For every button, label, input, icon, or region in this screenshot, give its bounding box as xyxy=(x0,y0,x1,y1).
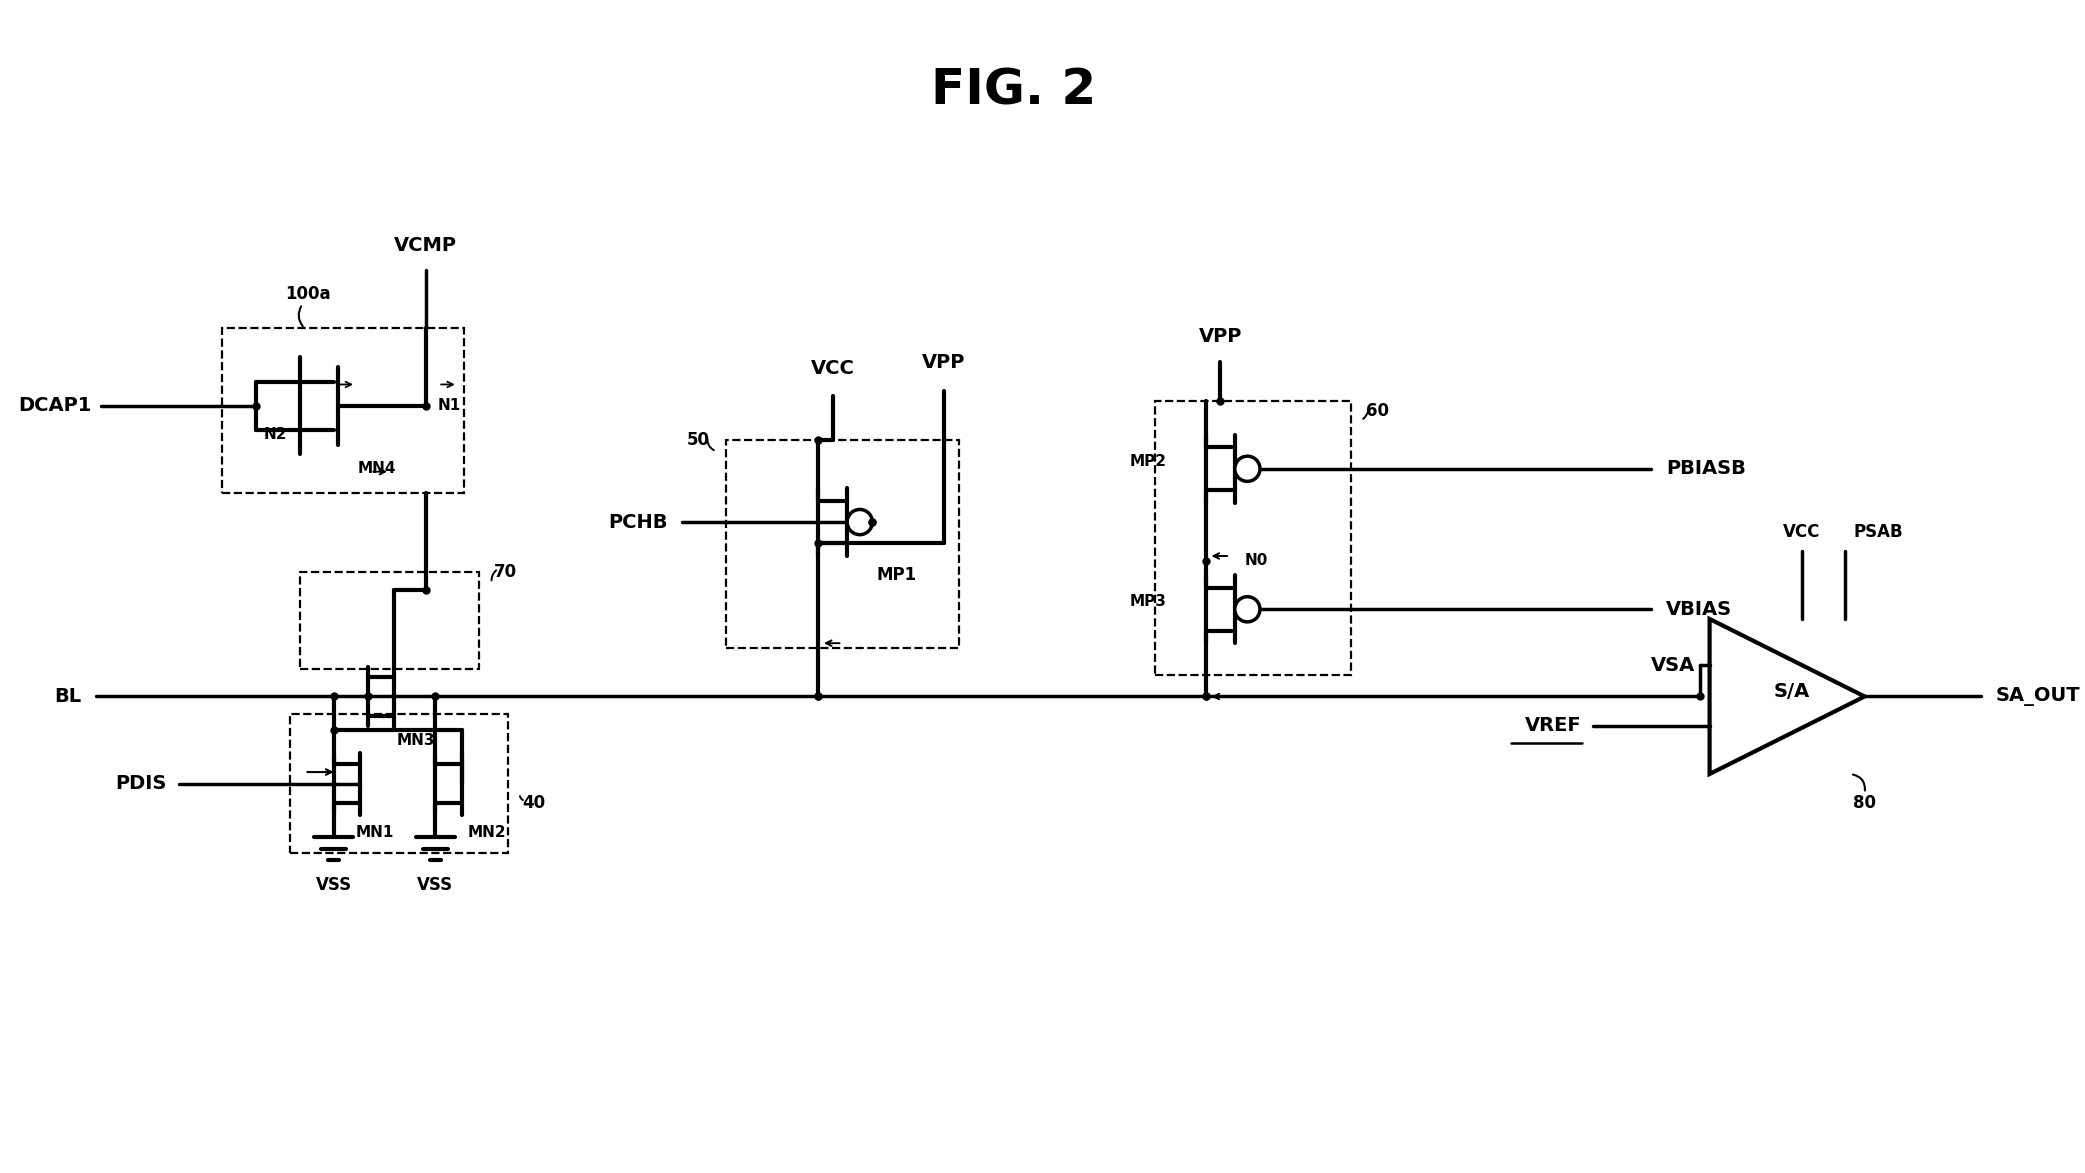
Text: MN1: MN1 xyxy=(357,825,394,840)
Text: 40: 40 xyxy=(523,794,546,812)
Circle shape xyxy=(847,509,872,535)
Text: 50: 50 xyxy=(686,430,709,449)
Text: 100a: 100a xyxy=(286,285,332,304)
Text: MP1: MP1 xyxy=(876,567,917,584)
Text: N1: N1 xyxy=(438,399,461,413)
Text: VCC: VCC xyxy=(811,359,855,379)
Text: DCAP1: DCAP1 xyxy=(19,396,92,415)
Text: VBIAS: VBIAS xyxy=(1666,599,1733,619)
Text: FIG. 2: FIG. 2 xyxy=(932,67,1097,115)
Bar xyxy=(300,572,480,670)
Text: PSAB: PSAB xyxy=(1854,523,1904,541)
Text: VPP: VPP xyxy=(1199,326,1243,346)
Text: MN4: MN4 xyxy=(359,461,396,476)
Text: 70: 70 xyxy=(494,563,517,582)
Text: N0: N0 xyxy=(1245,554,1268,569)
Text: SA_OUT: SA_OUT xyxy=(1995,687,2081,706)
Text: PBIASB: PBIASB xyxy=(1666,460,1745,479)
Text: 80: 80 xyxy=(1854,794,1876,812)
Text: S/A: S/A xyxy=(1774,683,1810,701)
Text: VSS: VSS xyxy=(315,876,352,895)
Text: MP2: MP2 xyxy=(1130,454,1168,468)
Text: VSA: VSA xyxy=(1651,656,1695,674)
Text: VCMP: VCMP xyxy=(394,237,457,256)
Text: PCHB: PCHB xyxy=(609,513,667,531)
Text: VSS: VSS xyxy=(417,876,452,895)
Text: VCC: VCC xyxy=(1783,523,1820,541)
Bar xyxy=(1155,401,1351,676)
Text: BL: BL xyxy=(54,687,81,706)
Bar xyxy=(223,328,465,493)
Text: VPP: VPP xyxy=(922,353,965,372)
Text: MN3: MN3 xyxy=(396,733,436,747)
Text: MN2: MN2 xyxy=(467,825,507,840)
Bar xyxy=(290,714,509,854)
Circle shape xyxy=(1234,456,1259,481)
Text: MP3: MP3 xyxy=(1130,594,1168,609)
Text: N2: N2 xyxy=(265,427,288,442)
Bar xyxy=(726,440,959,647)
Text: PDIS: PDIS xyxy=(115,774,167,793)
Circle shape xyxy=(1234,597,1259,622)
Text: 60: 60 xyxy=(1366,401,1389,420)
Text: VREF: VREF xyxy=(1524,716,1583,735)
